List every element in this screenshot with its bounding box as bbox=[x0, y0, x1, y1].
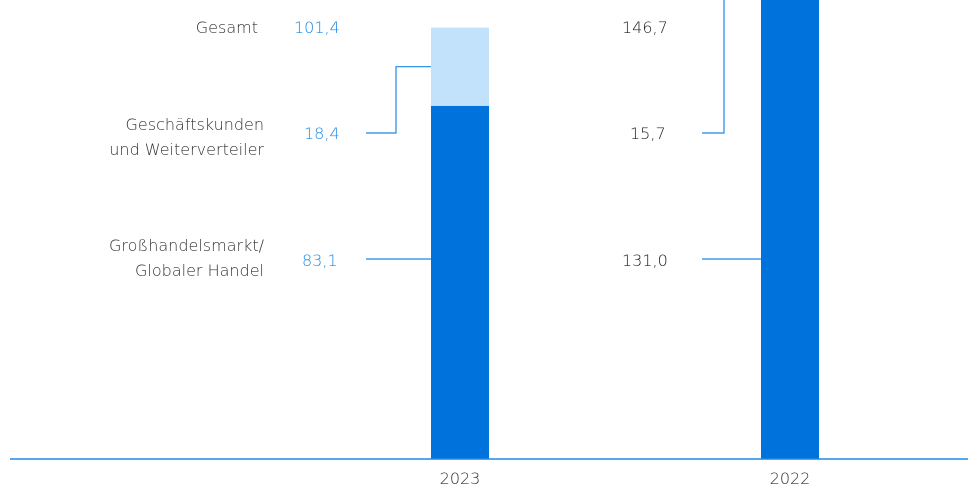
bar-2023-geschaeftskunden bbox=[431, 27, 489, 106]
total-label-2022: 146,7 bbox=[622, 18, 668, 37]
legend-label-seg2-line1: Geschäftskunden bbox=[126, 115, 264, 134]
total-label-2023: 101,4 bbox=[294, 18, 340, 37]
leader-line-2022-seg2 bbox=[702, 0, 725, 134]
segment-label-2023-seg1: 83,1 bbox=[302, 251, 338, 270]
bars bbox=[431, 0, 819, 459]
leader-lines bbox=[366, 0, 761, 260]
bar-2023-grosshandel bbox=[431, 105, 489, 459]
legend-label-total: Gesamt bbox=[196, 18, 258, 37]
x-tick-label-2022: 2022 bbox=[770, 469, 811, 486]
segment-label-2022-seg2: 15,7 bbox=[630, 124, 666, 143]
legend-label-seg1-line2: Globaler Handel bbox=[135, 261, 264, 280]
legend-label-seg2-line2: und Weiterverteiler bbox=[109, 140, 264, 159]
x-tick-label-2023: 2023 bbox=[440, 469, 481, 486]
legend-label-seg1-line1: Großhandelsmarkt/ bbox=[109, 236, 265, 255]
leader-line-2023-seg2 bbox=[366, 66, 431, 134]
bar-2022-grosshandel bbox=[761, 0, 819, 459]
segment-label-2022-seg1: 131,0 bbox=[622, 251, 668, 270]
segment-label-2023-seg2: 18,4 bbox=[304, 124, 340, 143]
